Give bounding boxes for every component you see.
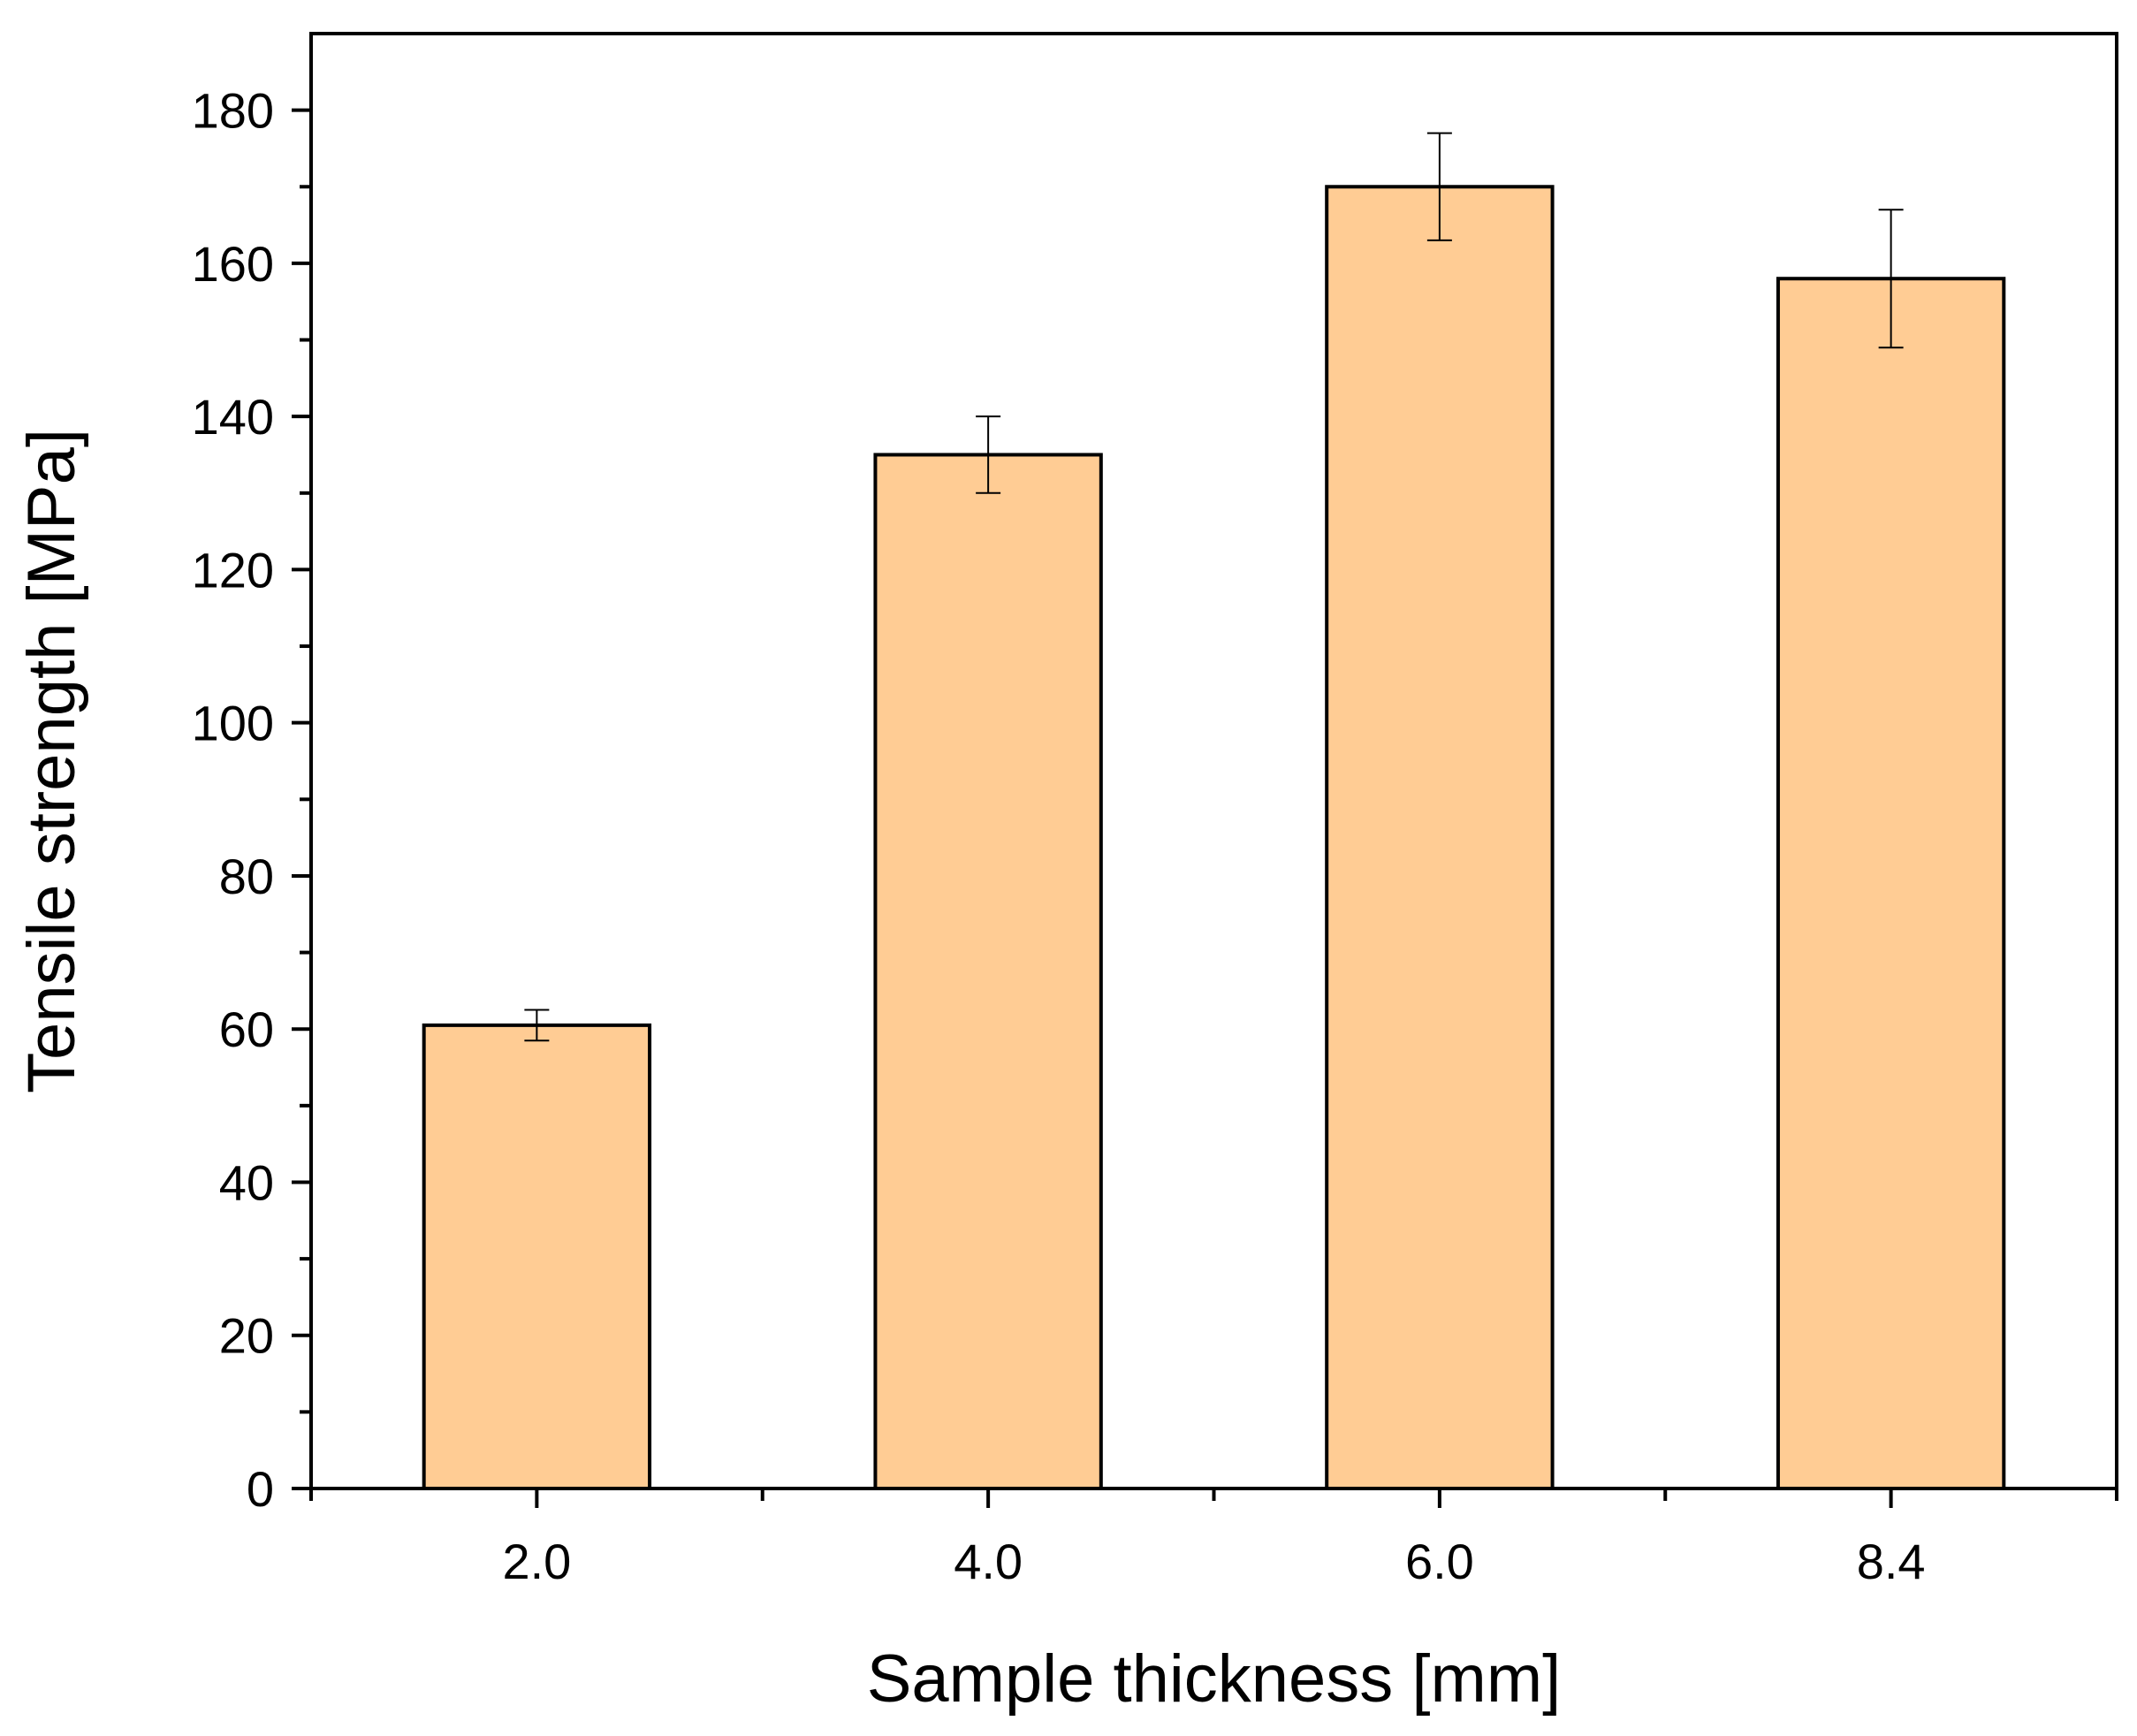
x-tick-label-4.0: 4.0 bbox=[954, 1534, 1023, 1589]
y-tick-label-40: 40 bbox=[219, 1154, 274, 1210]
y-tick-label-180: 180 bbox=[192, 83, 274, 139]
y-tick-label-0: 0 bbox=[247, 1461, 274, 1517]
bar-8.4 bbox=[1776, 277, 2006, 1490]
x-tick-label-6.0: 6.0 bbox=[1405, 1534, 1474, 1589]
x-tick-label-2.0: 2.0 bbox=[502, 1534, 571, 1589]
x-axis-title: Sample thickness [mm] bbox=[867, 1641, 1562, 1717]
error-bars-group bbox=[524, 132, 1904, 1042]
y-tick-label-140: 140 bbox=[192, 389, 274, 445]
bar-2.0 bbox=[422, 1023, 652, 1490]
y-tick-label-160: 160 bbox=[192, 236, 274, 292]
bar-4.0 bbox=[873, 453, 1103, 1491]
bar-6.0 bbox=[1325, 185, 1555, 1490]
y-axis-title: Tensile strength [MPa] bbox=[14, 429, 89, 1093]
bars-group bbox=[422, 185, 2006, 1491]
y-axis: 0 20 40 60 80 100 120 140 160 180 bbox=[192, 83, 311, 1517]
y-tick-label-120: 120 bbox=[192, 542, 274, 598]
y-tick-label-80: 80 bbox=[219, 849, 274, 904]
y-tick-label-20: 20 bbox=[219, 1308, 274, 1364]
y-tick-label-60: 60 bbox=[219, 1001, 274, 1057]
x-axis: 2.0 4.0 6.0 8.4 bbox=[309, 1489, 2118, 1589]
y-tick-label-100: 100 bbox=[192, 696, 274, 751]
x-tick-label-8.4: 8.4 bbox=[1857, 1534, 1926, 1589]
